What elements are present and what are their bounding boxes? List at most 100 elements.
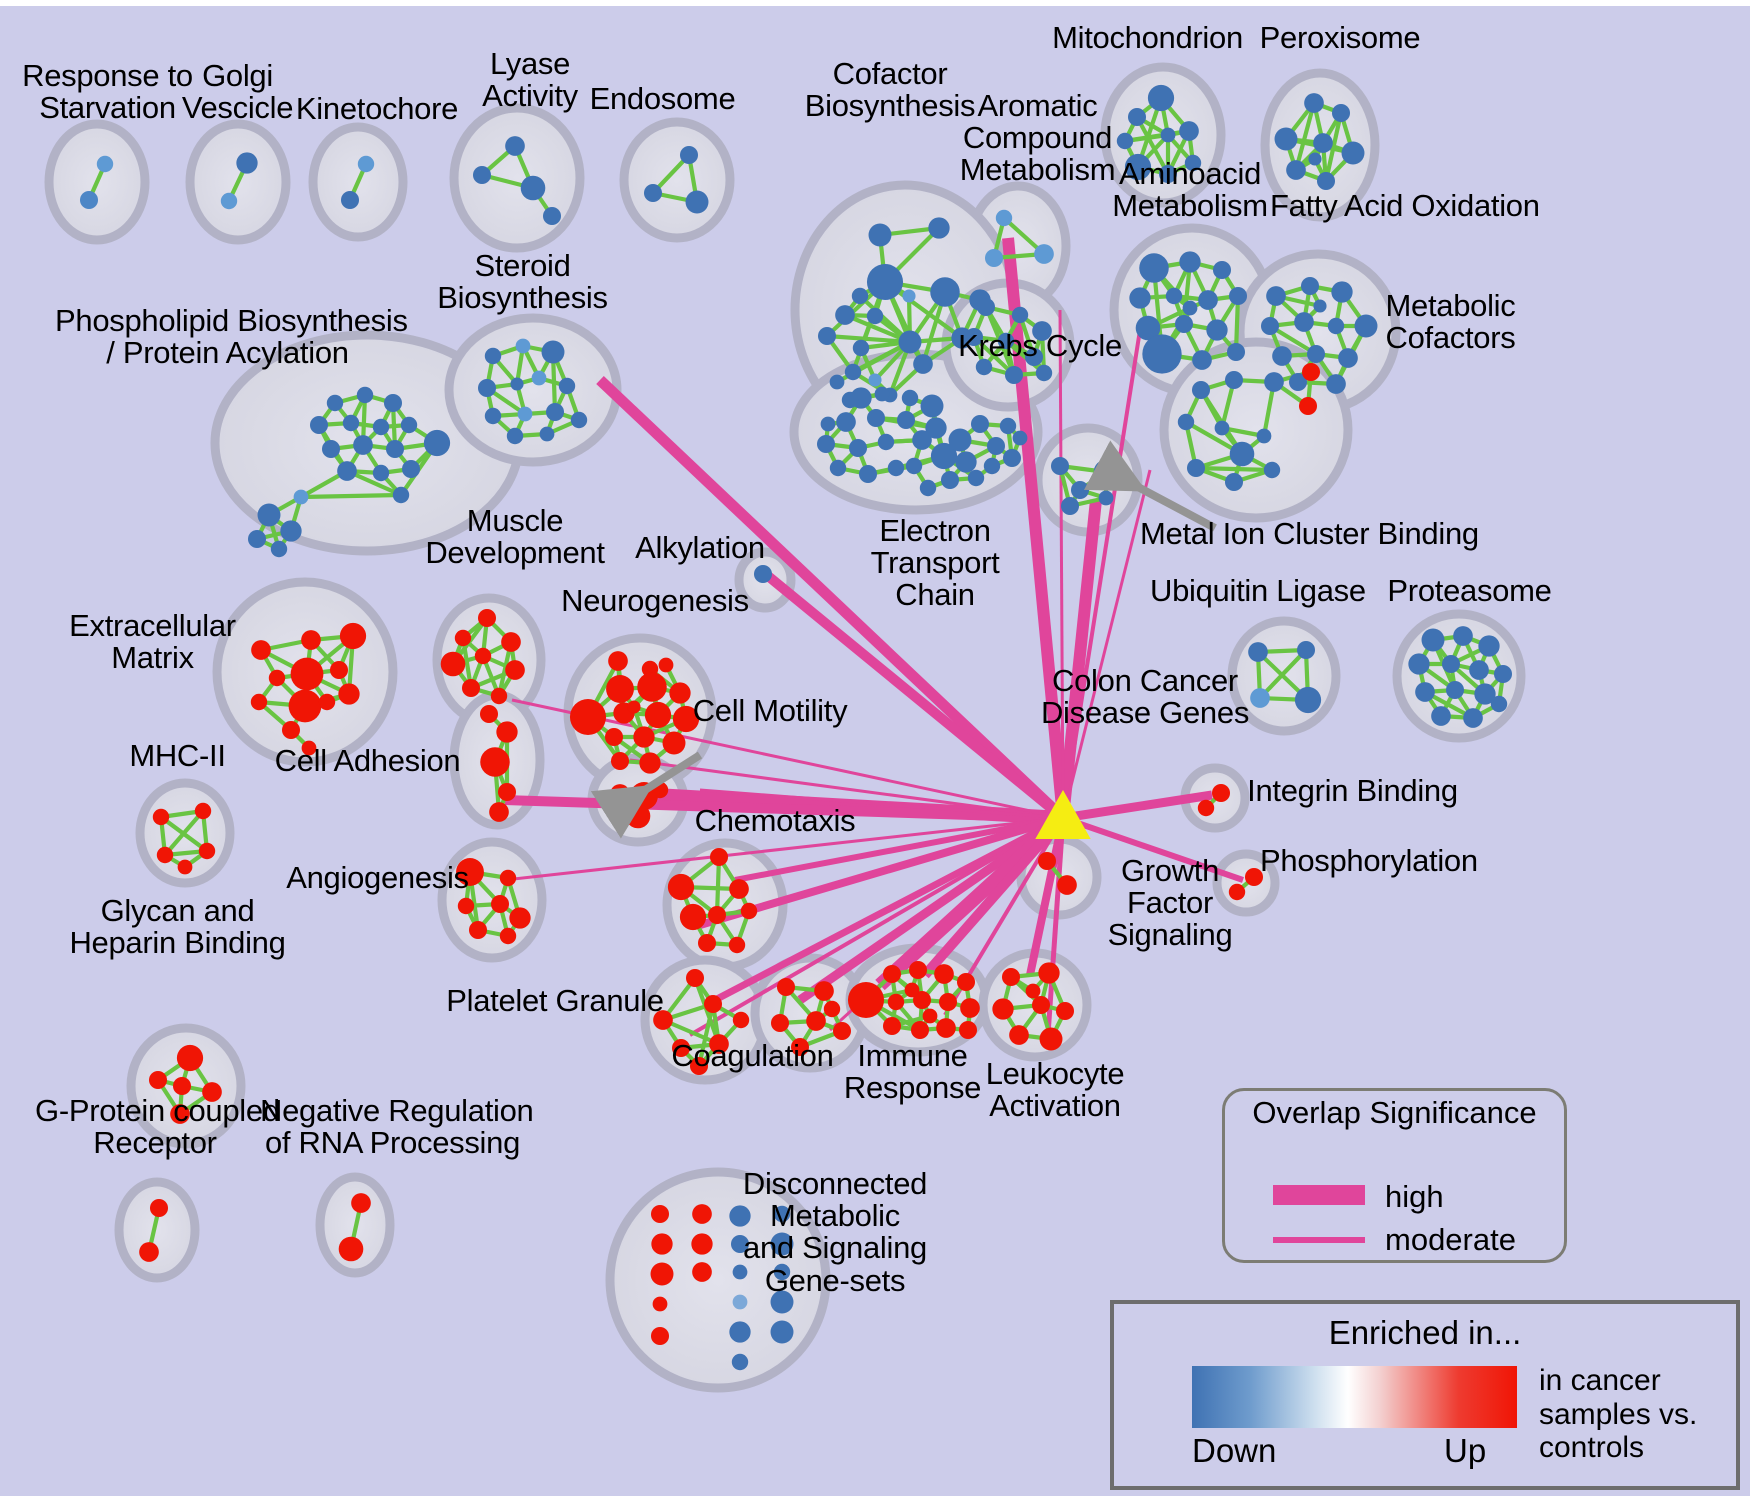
gene-node[interactable] [707,905,727,925]
gene-node[interactable] [934,964,954,984]
gene-node[interactable] [1306,344,1326,364]
gene-node[interactable] [1248,642,1268,662]
gene-node[interactable] [975,358,993,376]
gene-node[interactable] [1441,654,1461,674]
gene-node[interactable] [385,439,405,459]
gene-node[interactable] [627,700,641,714]
gene-node[interactable] [1301,362,1321,382]
gene-node[interactable] [858,464,878,484]
gene-node[interactable] [1256,428,1272,444]
hub-node[interactable] [1035,789,1091,839]
gene-node[interactable] [1224,472,1244,492]
gene-node[interactable] [983,457,1001,475]
gene-node[interactable] [321,439,341,459]
gene-node[interactable] [1179,121,1199,141]
gene-node[interactable] [1025,983,1041,999]
gene-node[interactable] [773,1205,791,1223]
gene-node[interactable] [280,520,302,542]
gene-node[interactable] [671,1038,691,1058]
gene-node[interactable] [1272,346,1292,366]
gene-node[interactable] [1226,342,1246,362]
gene-node[interactable] [729,1205,751,1227]
gene-node[interactable] [753,564,773,584]
gene-node[interactable] [1037,851,1057,871]
gene-node[interactable] [610,784,630,804]
gene-node[interactable] [1070,480,1090,500]
gene-node[interactable] [510,377,524,391]
gene-node[interactable] [604,727,624,747]
gene-node[interactable] [770,1013,790,1033]
gene-node[interactable] [1288,372,1308,392]
gene-node[interactable] [1313,133,1333,153]
gene-node[interactable] [997,332,1015,350]
gene-node[interactable] [293,489,309,505]
gene-node[interactable] [920,394,944,418]
gene-node[interactable] [515,338,531,354]
gene-node[interactable] [806,1011,826,1031]
gene-node[interactable] [351,1193,371,1213]
gene-node[interactable] [1294,312,1314,332]
gene-node[interactable] [1331,281,1353,303]
gene-node[interactable] [149,1198,169,1218]
gene-node[interactable] [637,672,667,702]
gene-node[interactable] [1038,962,1060,984]
gene-node[interactable] [353,435,373,455]
gene-node[interactable] [250,693,268,711]
gene-node[interactable] [309,415,329,435]
gene-node[interactable] [172,1076,192,1096]
gene-node[interactable] [477,378,497,398]
gene-node[interactable] [1004,365,1024,385]
gene-node[interactable] [1147,84,1175,112]
gene-node[interactable] [898,330,922,354]
gene-node[interactable] [955,451,977,473]
gene-node[interactable] [461,678,481,698]
gene-node[interactable] [930,277,960,307]
gene-node[interactable] [383,393,403,413]
gene-node[interactable] [692,1204,712,1224]
gene-node[interactable] [1093,459,1119,485]
gene-node[interactable] [643,183,663,203]
gene-node[interactable] [517,406,533,422]
gene-node[interactable] [1469,660,1489,680]
gene-node[interactable] [194,802,212,820]
gene-node[interactable] [902,289,916,303]
gene-node[interactable] [1313,299,1327,313]
gene-node[interactable] [874,386,890,402]
gene-node[interactable] [1098,490,1114,506]
gene-node[interactable] [919,479,937,497]
gene-node[interactable] [650,1262,674,1286]
gene-node[interactable] [457,897,475,915]
gene-node[interactable] [301,630,321,650]
gene-node[interactable] [910,1020,930,1040]
gene-node[interactable] [1135,315,1161,341]
gene-node[interactable] [662,731,686,755]
gene-node[interactable] [148,1070,168,1090]
gene-node[interactable] [1035,364,1053,382]
gene-node[interactable] [729,879,749,899]
gene-node[interactable] [1445,680,1465,700]
gene-node[interactable] [644,701,672,729]
gene-node[interactable] [829,459,847,477]
gene-node[interactable] [400,416,418,434]
gene-node[interactable] [692,1262,712,1282]
gene-node[interactable] [1300,276,1320,296]
gene-node[interactable] [499,927,517,945]
gene-node[interactable] [740,902,758,920]
gene-node[interactable] [340,190,360,210]
gene-node[interactable] [709,847,729,867]
gene-node[interactable] [497,782,517,802]
gene-node[interactable] [1055,1001,1075,1021]
gene-node[interactable] [1001,967,1021,987]
gene-node[interactable] [1124,153,1152,181]
gene-node[interactable] [1286,160,1306,180]
gene-node[interactable] [770,1290,794,1314]
gene-node[interactable] [770,1232,794,1256]
gene-node[interactable] [967,469,985,487]
gene-node[interactable] [841,391,859,409]
gene-node[interactable] [1039,1027,1063,1051]
gene-node[interactable] [925,417,947,439]
gene-node[interactable] [1012,430,1028,446]
gene-node[interactable] [474,647,492,665]
gene-node[interactable] [1263,461,1281,479]
gene-node[interactable] [505,136,525,156]
